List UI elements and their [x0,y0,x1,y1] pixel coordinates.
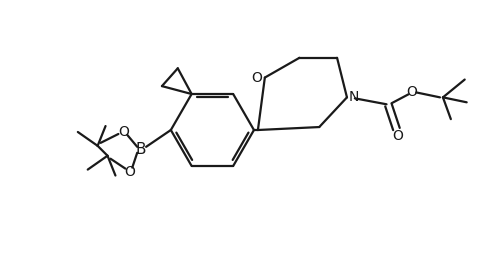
Text: B: B [136,142,146,157]
Text: O: O [252,70,262,85]
Text: O: O [124,165,134,179]
Text: O: O [392,129,403,143]
Text: O: O [118,125,129,139]
Text: O: O [406,85,416,99]
Text: N: N [348,90,359,104]
